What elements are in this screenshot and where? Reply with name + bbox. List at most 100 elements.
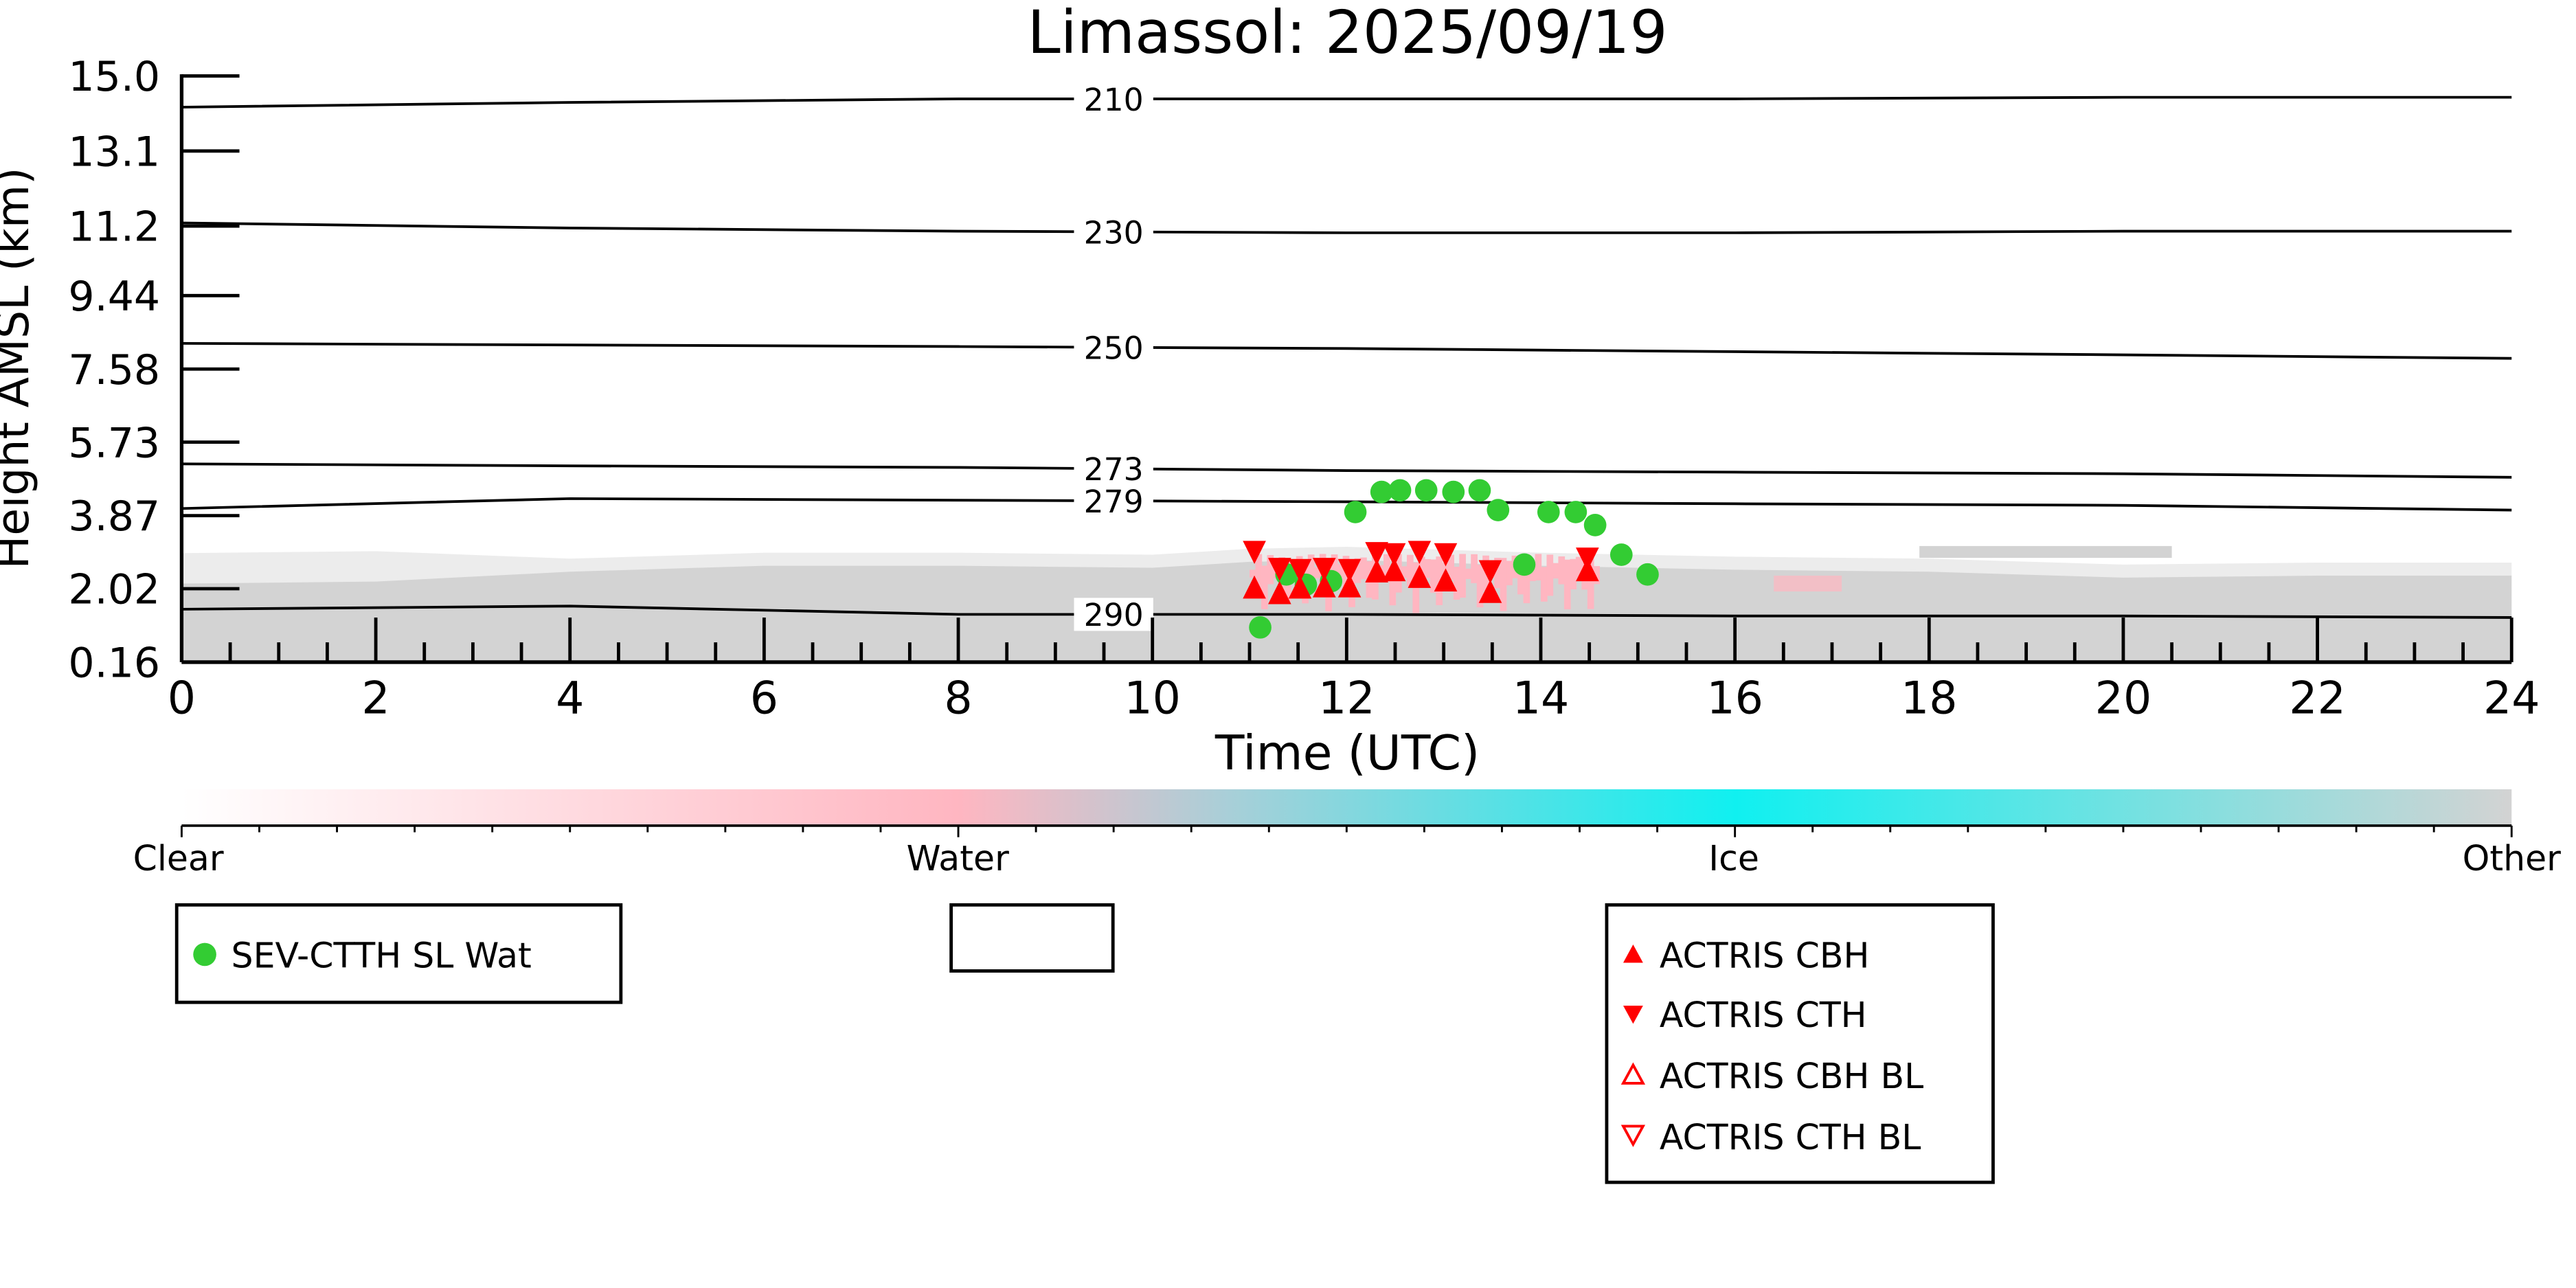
cloud-mask-water	[1471, 554, 1478, 583]
y-tick-label: 9.44	[68, 273, 160, 321]
isotherm-label-bg	[1074, 330, 1153, 364]
data-point-cbh	[1288, 575, 1312, 599]
cloud-mask-water	[1406, 554, 1414, 587]
data-point-sev-ctth	[1513, 553, 1536, 576]
cloud-patch-other	[1919, 545, 2172, 558]
x-tick-label: 20	[2095, 673, 2152, 724]
data-point-cbh	[1408, 565, 1432, 588]
data-point-sev-ctth	[1564, 501, 1588, 523]
colorbar-label-other: Other	[2463, 838, 2562, 879]
y-tick-label: 2.02	[68, 566, 160, 614]
data-point-cbh	[1337, 574, 1362, 598]
cloud-mask-water	[1494, 558, 1501, 589]
cloud-mask-water	[1774, 576, 1842, 592]
data-point-cbh	[1313, 574, 1336, 598]
cloud-mask-water	[1529, 568, 1536, 581]
legend-label: SEV-CTTH SL Wat	[231, 936, 532, 976]
colorbar-ticks	[180, 825, 2513, 837]
legend-label: ACTRIS CTH	[1660, 995, 1867, 1035]
cloud-mask-water	[1267, 555, 1274, 585]
colorbar-label-ice: Ice	[1708, 838, 1759, 879]
cloud-mask-water	[1523, 554, 1530, 604]
data-point-sev-ctth	[1442, 480, 1465, 504]
cloud-mask-water	[1383, 554, 1390, 583]
data-point-sev-ctth	[1249, 615, 1272, 639]
y-tick-label: 0.16	[68, 640, 160, 688]
cloud-mask-water	[1453, 567, 1460, 600]
cloud-mask-water	[1436, 556, 1443, 605]
cloud-mask-water	[1540, 567, 1548, 602]
data-point-cth	[1575, 547, 1599, 571]
data-point-sev-ctth	[1583, 514, 1607, 536]
y-tick-label: 13.1	[68, 128, 160, 176]
data-point-cth	[1313, 558, 1336, 581]
cloud-mask-water	[1447, 554, 1454, 580]
cloud-mask-water	[1587, 554, 1594, 609]
x-axis-label: Time (UTC)	[1214, 725, 1480, 781]
isotherm-label: 250	[1084, 330, 1144, 366]
isotherm-label: 290	[1084, 597, 1144, 633]
x-tick-label: 14	[1513, 673, 1570, 724]
cloud-mask-water	[1389, 569, 1397, 606]
legend-marker-triangle-up-open	[1620, 1062, 1646, 1085]
legend-label: ACTRIS CBH BL	[1660, 1056, 1923, 1096]
cloud-mask-water	[1313, 567, 1320, 578]
x-tick-label: 24	[2483, 673, 2540, 724]
cloud-mask-water	[1250, 569, 1256, 578]
cloud-mask-water	[1307, 554, 1315, 595]
x-tick-label: 8	[944, 673, 972, 724]
data-point-sev-ctth	[1414, 479, 1438, 502]
y-tick-label: 15.0	[68, 53, 160, 101]
isotherm-label-bg	[1074, 215, 1153, 249]
x-tick-label: 18	[1901, 673, 1958, 724]
cloud-mask-water	[1593, 566, 1600, 585]
colorbar-label-water: Water	[907, 838, 1009, 879]
data-point-cbh	[1382, 558, 1406, 582]
legend-label: ACTRIS CBH	[1660, 936, 1870, 976]
legend-marker-circle	[193, 942, 216, 967]
data-point-cth	[1382, 543, 1406, 567]
isotherm-210	[181, 95, 2512, 109]
legend-label: ACTRIS CTH BL	[1660, 1117, 1921, 1157]
legend-marker-triangle-up	[1623, 945, 1643, 963]
data-point-cth	[1408, 541, 1432, 565]
data-point-sev-ctth	[1370, 480, 1393, 504]
cloud-mask-water	[1401, 566, 1408, 578]
isotherm-label: 279	[1084, 484, 1144, 520]
x-tick-label: 12	[1318, 673, 1375, 724]
data-point-cth	[1243, 541, 1266, 565]
isotherm-230	[181, 221, 2512, 234]
cloud-mask-water	[1517, 564, 1524, 595]
isotherm-label-bg	[1074, 82, 1153, 115]
colorbar	[181, 789, 2512, 826]
cloud-mask-water	[1546, 554, 1554, 596]
data-point-cth	[1478, 560, 1502, 584]
isotherm-250	[181, 341, 2512, 360]
x-tick-label: 10	[1124, 673, 1181, 724]
data-point-sev-ctth	[1468, 479, 1491, 502]
y-tick-label: 7.58	[68, 346, 160, 394]
colorbar-label-clear: Clear	[133, 838, 224, 879]
data-point-cth	[1267, 558, 1291, 581]
cloud-mask-water	[1255, 554, 1263, 590]
y-axis-label: Height AMSL (km)	[0, 168, 39, 569]
cloud-mask-water	[1558, 556, 1566, 585]
isotherm-label-bg	[1074, 598, 1153, 631]
plot-area: 2102302502732792900.162.023.875.737.589.…	[68, 53, 2540, 724]
data-point-sev-ctth	[1487, 499, 1510, 521]
cloud-mask-water	[1261, 565, 1268, 609]
isotherm-290	[181, 605, 2512, 619]
data-point-cth	[1337, 558, 1362, 583]
cloud-mask-water	[1575, 556, 1583, 578]
data-point-cbh	[1267, 580, 1291, 605]
isotherm-label: 273	[1084, 451, 1144, 488]
cloud-mask-water	[1535, 554, 1542, 580]
cloud-mask-water	[1563, 559, 1571, 610]
data-point-cbh	[1478, 580, 1502, 603]
cloud-mask-water	[1354, 558, 1362, 583]
isotherm-label-bg	[1074, 484, 1153, 518]
data-point-sev-ctth	[1537, 501, 1560, 523]
legend-actris: ACTRIS CBH ACTRIS CTH ACTRIS CBH BL ACTR…	[1605, 903, 1995, 1184]
isotherm-279	[181, 497, 2512, 512]
x-tick-label: 0	[168, 673, 196, 724]
